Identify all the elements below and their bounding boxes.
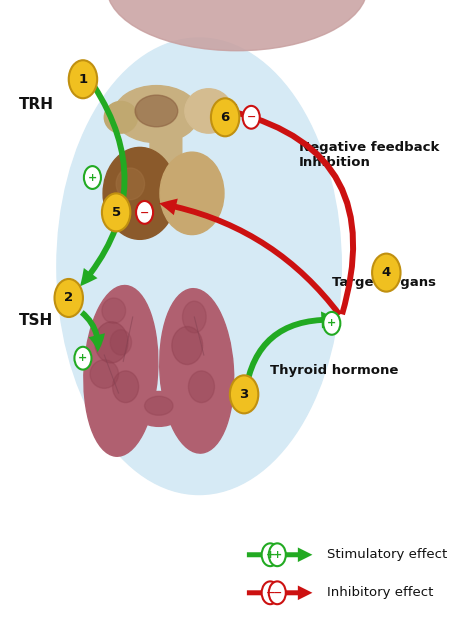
Ellipse shape: [57, 38, 341, 495]
FancyArrowPatch shape: [159, 198, 342, 316]
Text: +: +: [265, 550, 275, 560]
FancyArrowPatch shape: [80, 310, 105, 353]
Ellipse shape: [188, 371, 214, 403]
Circle shape: [136, 201, 153, 224]
Circle shape: [262, 543, 279, 566]
Circle shape: [243, 106, 260, 129]
Ellipse shape: [160, 152, 224, 235]
Text: Target organs: Target organs: [332, 276, 436, 288]
FancyArrowPatch shape: [80, 84, 128, 287]
Ellipse shape: [102, 298, 126, 323]
Ellipse shape: [172, 327, 203, 365]
Ellipse shape: [107, 0, 367, 51]
Ellipse shape: [95, 322, 128, 363]
Text: −: −: [273, 588, 282, 598]
Text: Negative feedback
Inhibition: Negative feedback Inhibition: [299, 141, 439, 169]
Text: +: +: [88, 172, 97, 183]
Ellipse shape: [110, 330, 131, 355]
Text: +: +: [327, 318, 337, 328]
Text: Stimulatory effect: Stimulatory effect: [327, 548, 447, 561]
Ellipse shape: [114, 86, 199, 143]
Text: 5: 5: [111, 206, 121, 219]
Ellipse shape: [90, 360, 118, 388]
Ellipse shape: [145, 396, 173, 415]
Circle shape: [55, 279, 83, 317]
Ellipse shape: [116, 168, 145, 200]
Ellipse shape: [185, 89, 232, 133]
Text: Inhibitory effect: Inhibitory effect: [327, 586, 433, 599]
Text: TRH: TRH: [19, 97, 54, 112]
Text: −: −: [246, 112, 256, 122]
Text: 6: 6: [220, 111, 230, 124]
Circle shape: [211, 98, 239, 136]
Circle shape: [269, 543, 286, 566]
FancyArrowPatch shape: [241, 311, 338, 402]
Text: +: +: [78, 353, 88, 363]
FancyArrowPatch shape: [247, 547, 312, 562]
Circle shape: [262, 581, 279, 604]
Text: 3: 3: [239, 388, 249, 401]
Ellipse shape: [135, 95, 178, 127]
FancyArrowPatch shape: [219, 104, 356, 315]
FancyArrowPatch shape: [247, 585, 312, 600]
Text: Thyroid hormone: Thyroid hormone: [270, 365, 399, 377]
Circle shape: [269, 581, 286, 604]
Ellipse shape: [104, 101, 137, 133]
Text: 4: 4: [382, 266, 391, 279]
Circle shape: [69, 60, 97, 98]
Ellipse shape: [160, 288, 234, 453]
Ellipse shape: [182, 301, 206, 333]
Circle shape: [323, 312, 340, 335]
Circle shape: [230, 375, 258, 413]
Text: 1: 1: [78, 73, 88, 86]
Circle shape: [102, 193, 130, 231]
Text: −: −: [140, 207, 149, 217]
Text: +: +: [273, 550, 282, 560]
Circle shape: [74, 347, 91, 370]
Ellipse shape: [84, 285, 158, 456]
Ellipse shape: [133, 391, 185, 427]
Text: 2: 2: [64, 292, 73, 304]
Ellipse shape: [112, 371, 138, 403]
Circle shape: [84, 166, 101, 189]
Text: TSH: TSH: [19, 313, 53, 328]
FancyBboxPatch shape: [149, 108, 182, 168]
Ellipse shape: [103, 148, 176, 240]
Text: −: −: [265, 588, 275, 598]
Circle shape: [372, 254, 401, 292]
